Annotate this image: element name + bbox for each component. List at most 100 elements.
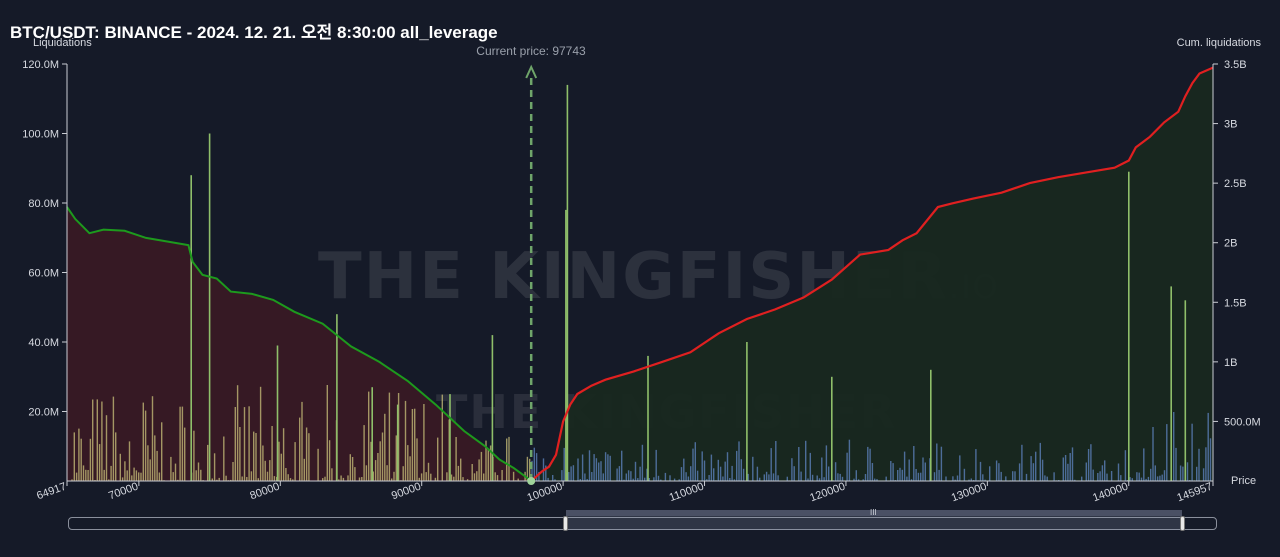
liquidation-bar — [144, 410, 147, 481]
liquidation-bar — [1012, 471, 1014, 481]
liquidation-bar — [752, 456, 754, 481]
right-tick-label: 500.0M — [1224, 416, 1261, 428]
liquidation-bar — [1104, 460, 1106, 481]
liquidation-bar — [374, 460, 377, 481]
range-scrollbar-thumb[interactable] — [566, 510, 1182, 530]
liquidation-bar — [494, 472, 496, 481]
liquidation-bar — [1166, 424, 1168, 481]
liquidation-spike-bar — [190, 175, 192, 481]
liquidation-bar — [1067, 463, 1069, 481]
liquidation-bar — [798, 447, 800, 481]
liquidation-bar — [901, 469, 903, 481]
liquidation-bar — [119, 453, 121, 481]
liquidation-bar — [305, 427, 308, 481]
liquidation-bar — [570, 466, 572, 481]
left-tick-label: 120.0M — [22, 59, 59, 71]
liquidation-bar — [706, 479, 708, 481]
liquidation-bar — [441, 394, 443, 481]
liquidation-bar — [98, 444, 101, 481]
liquidation-bar — [772, 473, 775, 481]
liquidation-bar — [545, 465, 547, 481]
liquidation-bar — [342, 477, 345, 481]
liquidation-bar — [271, 426, 273, 481]
liquidation-bar — [361, 477, 363, 481]
x-tick-label: 90000 — [390, 481, 423, 503]
liquidation-bar — [529, 458, 531, 481]
liquidation-bar — [349, 454, 351, 481]
range-scrollbar-track[interactable] — [68, 517, 1217, 530]
liquidation-bar — [487, 449, 489, 481]
liquidation-bar — [604, 452, 607, 481]
liquidation-bar — [1196, 466, 1198, 481]
liquidation-bar — [1163, 470, 1166, 481]
range-handle-left[interactable] — [563, 516, 568, 531]
liquidation-spike-bar — [831, 376, 833, 482]
liquidation-bar — [496, 475, 499, 481]
liquidation-bar — [952, 476, 954, 481]
liquidation-bar — [777, 475, 779, 481]
liquidation-bar — [1039, 442, 1041, 481]
liquidation-bar — [234, 407, 236, 481]
liquidation-bar — [853, 478, 855, 481]
liquidation-bar — [1179, 465, 1182, 481]
liquidation-bar — [453, 476, 455, 481]
left-tick-label: 60.0M — [28, 268, 59, 280]
liquidation-bar — [1136, 472, 1138, 481]
liquidation-bar — [193, 430, 195, 481]
liquidation-bar — [253, 431, 255, 481]
liquidation-spike-bar — [566, 84, 569, 482]
x-tick-label: 110000 — [668, 481, 706, 505]
scrollbar-grip[interactable]: III — [870, 508, 877, 517]
liquidation-bar — [664, 472, 667, 481]
short-cum-area — [531, 67, 1213, 481]
liquidation-bar — [82, 465, 85, 481]
liquidation-bar — [1030, 456, 1032, 481]
liquidation-bar — [719, 466, 722, 481]
liquidation-bar — [818, 478, 821, 481]
left-tick-label: 100.0M — [22, 129, 59, 141]
liquidation-bar — [489, 445, 492, 481]
liquidation-bar — [600, 461, 602, 481]
liquidation-bar — [673, 478, 676, 481]
liquidation-bar — [1099, 471, 1101, 481]
liquidation-bar — [591, 472, 593, 481]
liquidation-bar — [269, 460, 271, 481]
liquidation-bar — [393, 471, 395, 481]
liquidation-bar — [669, 475, 671, 481]
liquidation-bar — [478, 459, 480, 481]
liquidation-bar — [423, 404, 425, 481]
liquidation-bar — [292, 479, 294, 481]
liquidation-bar — [623, 479, 625, 481]
liquidation-bar — [213, 453, 216, 481]
liquidation-bar — [579, 479, 581, 481]
liquidation-bar — [581, 454, 584, 481]
liquidation-bar — [416, 438, 418, 481]
liquidation-bar — [289, 478, 292, 481]
liquidation-bar — [1161, 474, 1163, 481]
liquidation-bar — [73, 432, 75, 481]
liquidation-bar — [328, 440, 331, 481]
liquidation-bar — [420, 473, 423, 481]
liquidation-bar — [625, 473, 627, 481]
liquidation-bar — [791, 458, 793, 481]
liquidation-bar — [1101, 465, 1104, 481]
liquidation-bar — [255, 433, 257, 481]
liquidation-bar — [207, 444, 209, 481]
liquidation-bar — [526, 456, 529, 481]
liquidation-spike-bar — [1170, 286, 1172, 481]
liquidation-bar — [241, 476, 243, 481]
liquidation-bar — [839, 473, 841, 481]
liquidation-bar — [133, 467, 135, 481]
liquidation-bar — [717, 459, 719, 481]
liquidation-bar — [786, 476, 788, 481]
liquidation-bar — [616, 468, 618, 481]
left-tick-label: 20.0M — [28, 407, 59, 419]
liquidation-bar — [1191, 423, 1193, 481]
liquidation-bar — [823, 477, 825, 481]
liquidation-bar — [287, 474, 289, 481]
liquidation-bar — [308, 433, 310, 481]
liquidation-bar — [864, 474, 867, 481]
liquidation-bar — [246, 477, 248, 481]
liquidation-bar — [1120, 475, 1122, 481]
range-handle-right[interactable] — [1180, 516, 1185, 531]
